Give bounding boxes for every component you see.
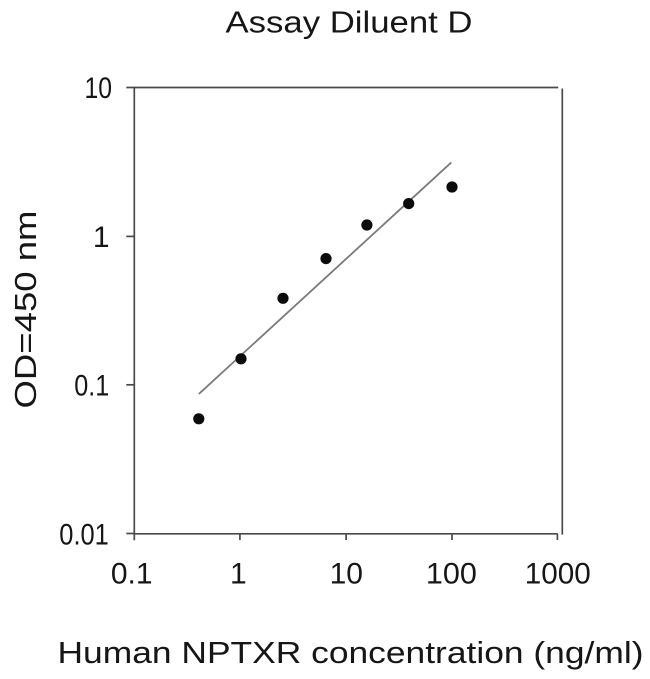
svg-text:Assay Diluent D: Assay Diluent D xyxy=(226,4,473,39)
svg-text:0.1: 0.1 xyxy=(74,370,109,403)
svg-text:1: 1 xyxy=(93,221,110,254)
svg-text:10: 10 xyxy=(85,72,113,105)
svg-text:Human NPTXR concentration (ng/: Human NPTXR concentration (ng/ml) xyxy=(58,635,644,670)
svg-text:10: 10 xyxy=(330,557,363,590)
svg-text:1: 1 xyxy=(230,557,247,590)
svg-text:0.01: 0.01 xyxy=(59,518,109,551)
svg-text:1000: 1000 xyxy=(525,557,591,590)
svg-text:0.1: 0.1 xyxy=(111,557,153,590)
svg-text:OD=450 nm: OD=450 nm xyxy=(8,211,43,409)
svg-text:100: 100 xyxy=(426,557,477,590)
